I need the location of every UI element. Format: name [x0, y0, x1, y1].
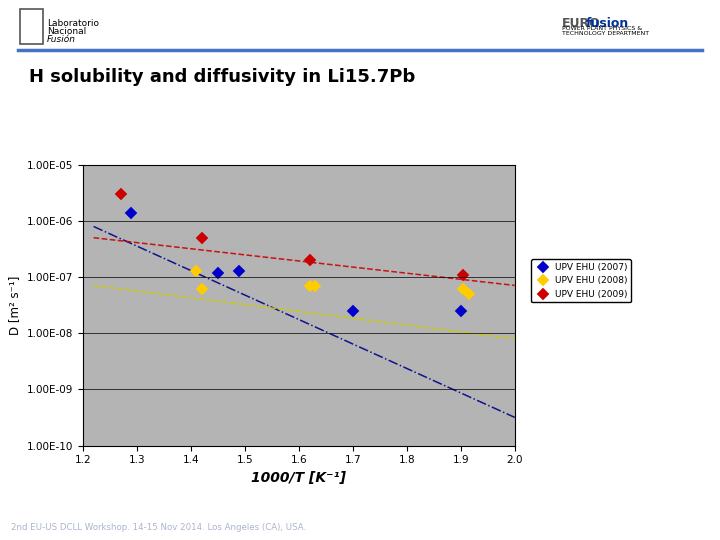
UPV EHU (2009) [459, 272, 468, 278]
Y-axis label: D [m² s⁻¹]: D [m² s⁻¹] [8, 275, 21, 335]
Line: UPV EHU (2007): UPV EHU (2007) [127, 208, 465, 315]
Text: H solubility and diffusivity in Li15.7Pb: H solubility and diffusivity in Li15.7Pb [29, 68, 415, 85]
UPV EHU (2007) [348, 308, 357, 314]
UPV EHU (2008) [310, 282, 319, 289]
Text: 10/25: 10/25 [654, 510, 702, 525]
Legend: UPV EHU (2007), UPV EHU (2008), UPV EHU (2009): UPV EHU (2007), UPV EHU (2008), UPV EHU … [531, 259, 631, 302]
UPV EHU (2007) [127, 210, 135, 216]
UPV EHU (2008) [464, 291, 473, 297]
UPV EHU (2008) [197, 286, 206, 293]
Text: EURO: EURO [562, 17, 600, 30]
UPV EHU (2007) [213, 269, 222, 276]
Text: TECHNOLOGY DEPARTMENT: TECHNOLOGY DEPARTMENT [562, 31, 649, 36]
Text: fusion: fusion [585, 17, 629, 30]
UPV EHU (2007) [456, 308, 465, 314]
Text: Fusión: Fusión [47, 35, 76, 44]
UPV EHU (2007) [235, 267, 243, 274]
X-axis label: 1000/T [K⁻¹]: 1000/T [K⁻¹] [251, 471, 346, 485]
UPV EHU (2008) [192, 267, 200, 274]
UPV EHU (2009) [116, 191, 125, 197]
UPV EHU (2009) [305, 257, 314, 264]
Line: UPV EHU (2009): UPV EHU (2009) [117, 190, 468, 279]
Text: 2nd EU-US DCLL Workshop. 14-15 Nov 2014. Los Angeles (CA), USA.: 2nd EU-US DCLL Workshop. 14-15 Nov 2014.… [11, 523, 306, 532]
UPV EHU (2009) [197, 234, 206, 241]
Text: I. Fernández – "Experimental data for tritium transport modeling": I. Fernández – "Experimental data for tr… [11, 504, 321, 514]
Line: UPV EHU (2008): UPV EHU (2008) [192, 266, 473, 298]
Text: Laboratorio: Laboratorio [47, 19, 99, 28]
UPV EHU (2008) [305, 282, 314, 289]
Text: POWER PLANT PHYSICS &: POWER PLANT PHYSICS & [562, 26, 642, 31]
Text: Nacional: Nacional [47, 27, 86, 36]
UPV EHU (2008) [459, 286, 468, 293]
